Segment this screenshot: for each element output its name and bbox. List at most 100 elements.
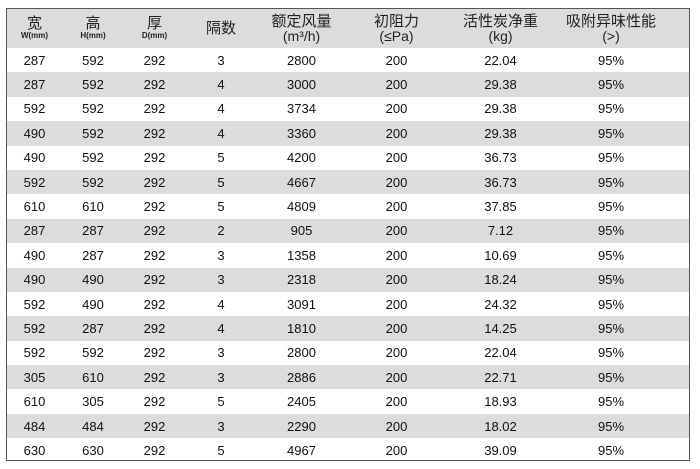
table-row: 630 630 292 5 4967 200 39.09 95% <box>7 438 689 460</box>
table-cell: 200 <box>385 125 408 141</box>
table-cell: 287 <box>82 320 104 336</box>
table-cell: 490 <box>23 125 46 141</box>
table-cell: 200 <box>385 77 408 93</box>
column-header: 高 H(mm) <box>62 15 124 40</box>
table-cell: 610 <box>82 369 104 385</box>
table-cell: 18.02 <box>484 418 517 434</box>
table-cell: 4 <box>217 125 225 141</box>
table-row: 592 592 292 4 3734 200 29.38 95% <box>7 97 689 121</box>
table-cell: 4 <box>217 77 225 93</box>
table-cell: 29.38 <box>484 101 517 117</box>
table-cell: 95% <box>597 150 625 166</box>
column-header-unit: D(mm) <box>141 31 168 40</box>
column-header-unit: (≤Pa) <box>379 27 414 44</box>
table-cell: 95% <box>597 101 625 117</box>
table-cell: 3734 <box>287 101 316 117</box>
column-header: 活性炭净重 (kg) <box>447 12 554 44</box>
table-cell: 3 <box>217 247 225 263</box>
table-cell: 490 <box>82 272 104 288</box>
column-header-unit: (>) <box>602 27 620 44</box>
column-header-title: 高 <box>85 15 101 32</box>
table-cell: 4809 <box>287 199 316 215</box>
table-cell: 610 <box>23 394 46 410</box>
table-cell: 292 <box>143 247 166 263</box>
table-cell: 490 <box>23 272 46 288</box>
table-cell: 2405 <box>287 394 316 410</box>
table-cell: 3 <box>217 272 225 288</box>
column-header-title: 活性炭净重 <box>462 12 538 30</box>
table-cell: 95% <box>597 272 625 288</box>
table-cell: 292 <box>143 320 166 336</box>
table-cell: 630 <box>23 442 46 458</box>
table-row: 287 592 292 3 2800 200 22.04 95% <box>7 48 689 72</box>
column-header-unit: (m³/h) <box>282 27 321 44</box>
table-row: 490 490 292 3 2318 200 18.24 95% <box>7 267 689 292</box>
table-cell: 95% <box>597 247 625 263</box>
column-header-title: 隔数 <box>205 19 236 37</box>
table-cell: 592 <box>23 296 46 312</box>
table-cell: 592 <box>82 125 104 141</box>
table-cell: 4667 <box>287 174 316 190</box>
table-cell: 3 <box>217 418 225 434</box>
table-row: 490 592 292 4 3360 200 29.38 95% <box>7 121 689 146</box>
table-row: 287 287 292 2 905 200 7.12 95% <box>7 218 689 244</box>
table-cell: 39.09 <box>484 442 517 458</box>
table-cell: 292 <box>143 174 166 190</box>
table-cell: 18.24 <box>484 272 517 288</box>
table-cell: 292 <box>143 345 166 361</box>
table-cell: 200 <box>385 223 408 239</box>
table-cell: 95% <box>597 125 625 141</box>
column-header-title: 厚 <box>146 15 162 32</box>
table-cell: 287 <box>23 52 46 68</box>
table-cell: 200 <box>385 418 408 434</box>
table-cell: 292 <box>143 125 166 141</box>
table-cell: 29.38 <box>484 125 517 141</box>
table-cell: 287 <box>82 223 104 239</box>
table-cell: 610 <box>23 199 46 215</box>
table-cell: 592 <box>23 101 46 117</box>
table-cell: 592 <box>82 345 104 361</box>
table-cell: 292 <box>143 442 166 458</box>
table-cell: 5 <box>217 442 225 458</box>
table-cell: 4967 <box>287 442 316 458</box>
table-cell: 95% <box>597 345 625 361</box>
table-cell: 10.69 <box>484 247 517 263</box>
table-cell: 2886 <box>287 369 316 385</box>
table-cell: 287 <box>82 247 104 263</box>
column-header-unit: H(mm) <box>80 31 106 40</box>
table-cell: 36.73 <box>484 150 517 166</box>
table-cell: 200 <box>385 296 408 312</box>
table-cell: 95% <box>597 418 625 434</box>
table-cell: 2290 <box>287 418 316 434</box>
table-cell: 292 <box>143 223 166 239</box>
table-cell: 7.12 <box>487 223 514 239</box>
table-cell: 24.32 <box>484 296 517 312</box>
table-cell: 37.85 <box>484 199 517 215</box>
table-cell: 305 <box>82 394 104 410</box>
table-cell: 630 <box>82 442 104 458</box>
table-cell: 3360 <box>287 125 316 141</box>
table-cell: 1358 <box>287 247 316 263</box>
table-cell: 95% <box>597 174 625 190</box>
table-row: 610 305 292 5 2405 200 18.93 95% <box>7 389 689 413</box>
table-cell: 95% <box>597 320 625 336</box>
table-cell: 5 <box>217 150 225 166</box>
table-cell: 592 <box>82 101 104 117</box>
table-cell: 18.93 <box>484 394 517 410</box>
table-cell: 5 <box>217 394 225 410</box>
table-cell: 200 <box>385 394 408 410</box>
column-header-unit: (kg) <box>488 27 513 44</box>
table-row: 287 592 292 4 3000 200 29.38 95% <box>7 72 689 97</box>
table-cell: 4 <box>217 320 225 336</box>
table-cell: 95% <box>597 199 625 215</box>
table-row: 484 484 292 3 2290 200 18.02 95% <box>7 413 689 439</box>
table-cell: 592 <box>82 174 104 190</box>
table-cell: 592 <box>82 77 104 93</box>
table-cell: 200 <box>385 174 408 190</box>
column-header-unit: W(mm) <box>20 31 49 40</box>
table-cell: 292 <box>143 199 166 215</box>
table-cell: 200 <box>385 101 408 117</box>
table-cell: 95% <box>597 394 625 410</box>
table-cell: 22.04 <box>484 52 517 68</box>
table-cell: 1810 <box>287 320 316 336</box>
